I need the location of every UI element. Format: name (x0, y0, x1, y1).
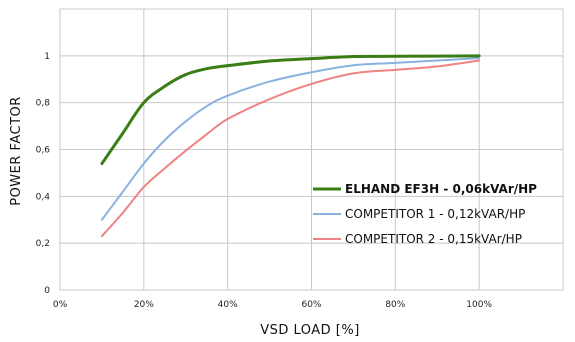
legend: ELHAND EF3H - 0,06kVAr/HP COMPETITOR 1 - … (313, 182, 537, 246)
x-axis-title: VSD LOAD [%] (260, 323, 360, 338)
legend-label-2: COMPETITOR 1 - 0,12kVAR/HP (345, 207, 525, 221)
x-tick-label: 100% (466, 300, 492, 310)
x-tick-label: 0% (53, 300, 68, 310)
x-tick-label: 40% (218, 300, 238, 310)
tick-labels: 0% 20% 40% 60% 80% 100% 0 0,2 0,4 0,6 0,8 1 (36, 52, 493, 310)
x-tick-label: 60% (301, 300, 321, 310)
y-tick-label: 1 (44, 52, 50, 62)
legend-label-3: COMPETITOR 2 - 0,15kVAr/HP (345, 232, 522, 246)
y-tick-label: 0,6 (36, 146, 51, 156)
series-line-1 (100, 54, 481, 166)
series-line-3 (100, 59, 481, 238)
series-line-2 (100, 57, 481, 221)
y-tick-label: 0,4 (36, 192, 51, 202)
grid (59, 8, 564, 291)
y-tick-label: 0 (44, 286, 50, 296)
legend-label-1: ELHAND EF3H - 0,06kVAr/HP (345, 182, 537, 196)
x-tick-label: 20% (134, 300, 154, 310)
x-tick-label: 80% (385, 300, 405, 310)
y-axis-title: POWER FACTOR (9, 96, 24, 206)
y-tick-label: 0,2 (36, 239, 50, 249)
series-lines (100, 54, 481, 238)
y-tick-label: 0,8 (36, 99, 51, 109)
